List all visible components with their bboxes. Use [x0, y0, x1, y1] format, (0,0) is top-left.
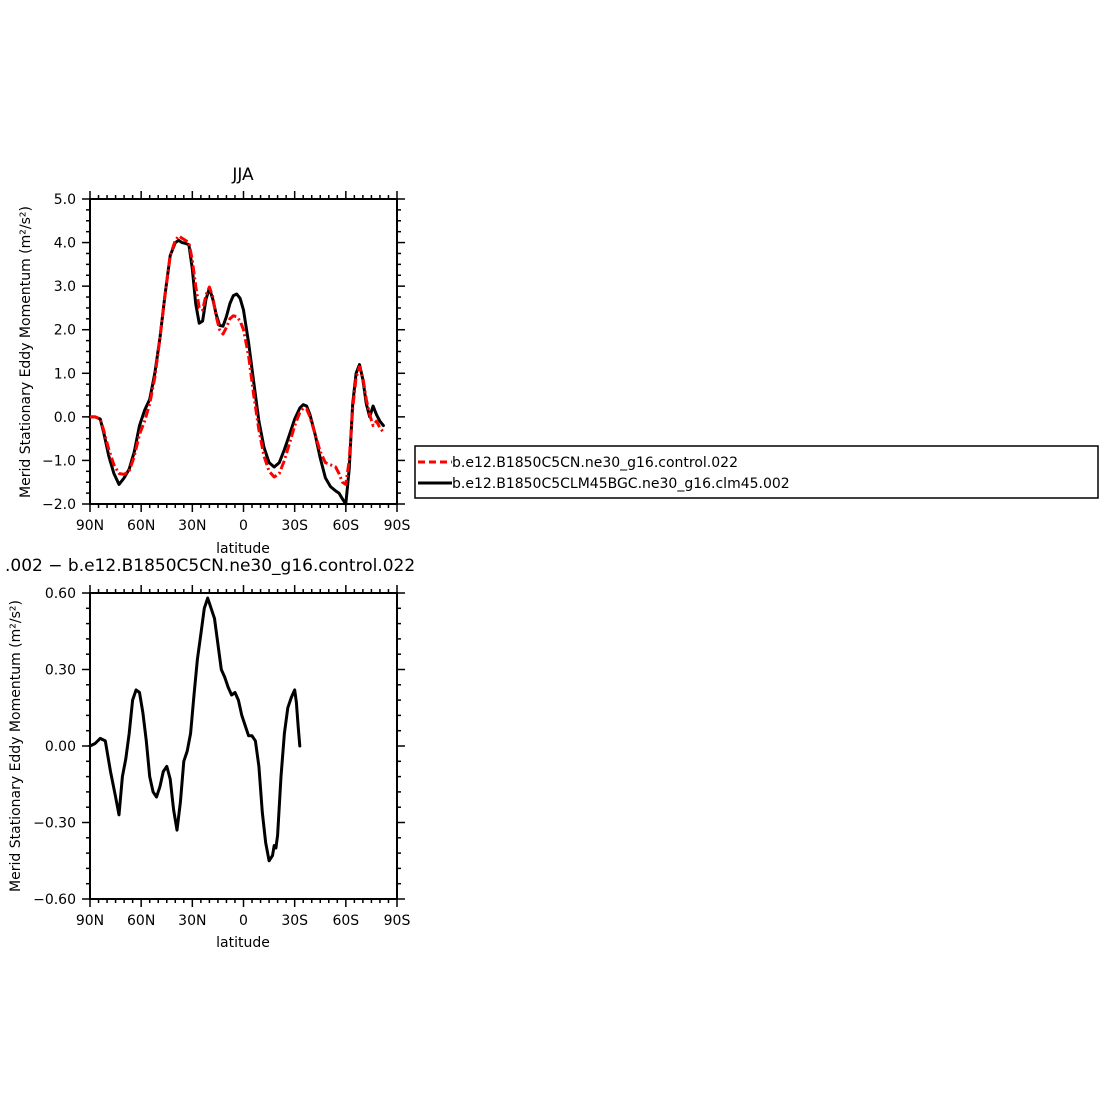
y-tick-label: 4.0: [54, 236, 76, 252]
legend-box: [414, 445, 1099, 499]
x-tick-label: 30S: [281, 913, 308, 929]
top-chart-xlabel: latitude: [216, 541, 270, 557]
y-tick-label: 0.0: [54, 410, 76, 426]
x-tick-label: 60N: [127, 518, 155, 534]
y-tick-label: 5.0: [54, 192, 76, 208]
bottom-chart-frame: [89, 592, 398, 900]
bottom-chart-series-layer: [88, 596, 302, 863]
bottom-chart-ticks: 90N 60N 30N 0 30S 60S 90S −0.60 −0.30 0.00 0.30 0.6…: [33, 585, 410, 929]
y-tick-label: 0.60: [45, 586, 76, 602]
x-tick-label: 60N: [127, 913, 155, 929]
legend: b.e12.B1850C5CN.ne30_g16.control.022 b.e…: [414, 445, 1099, 499]
x-tick-label: 90S: [384, 913, 411, 929]
y-tick-label: 0.30: [45, 663, 76, 679]
top-chart-series-line-1: [90, 234, 385, 486]
x-tick-label: 0: [239, 913, 248, 929]
bottom-chart-xlabel: latitude: [216, 935, 270, 951]
x-tick-label: 30S: [281, 518, 308, 534]
legend-label-clm45: b.e12.B1850C5CLM45BGC.ne30_g16.clm45.002: [452, 476, 790, 492]
y-tick-label: 2.0: [54, 323, 76, 339]
top-chart-series-line-2: [88, 238, 385, 506]
legend-label-control: b.e12.B1850C5CN.ne30_g16.control.022: [452, 455, 738, 471]
x-tick-label: 90S: [384, 518, 411, 534]
y-tick-label: −0.30: [33, 816, 76, 832]
y-tick-label: −1.0: [42, 453, 76, 469]
top-chart-panel: JJA 90N 60N 30N 0 30S 60S 90S −2.0 −1.0 0.0 1.0 2.0…: [18, 165, 410, 557]
y-tick-label: −0.60: [33, 892, 76, 908]
x-tick-label: 0: [239, 518, 248, 534]
x-tick-label: 60S: [332, 518, 359, 534]
bottom-chart-series-line-1: [88, 596, 302, 863]
x-tick-label: 60S: [332, 913, 359, 929]
y-tick-label: 3.0: [54, 279, 76, 295]
top-chart-ticks: 90N 60N 30N 0 30S 60S 90S −2.0 −1.0 0.0 1.0 2.0 3.0 4…: [42, 191, 410, 534]
y-tick-label: −2.0: [42, 497, 76, 513]
x-tick-label: 30N: [178, 518, 206, 534]
top-chart-ylabel: Merid Stationary Eddy Momentum (m²/s²): [18, 206, 34, 498]
top-chart-title: JJA: [231, 165, 254, 185]
top-chart-series-layer: [88, 234, 385, 506]
y-tick-label: 0.00: [45, 739, 76, 755]
x-tick-label: 30N: [178, 913, 206, 929]
bottom-chart-ylabel: Merid Stationary Eddy Momentum (m²/s²): [8, 600, 24, 892]
bottom-chart-title: .002 − b.e12.B1850C5CN.ne30_g16.control.…: [5, 556, 415, 576]
x-tick-label: 90N: [76, 913, 104, 929]
x-tick-label: 90N: [76, 518, 104, 534]
y-tick-label: 1.0: [54, 366, 76, 382]
bottom-chart-panel: .002 − b.e12.B1850C5CN.ne30_g16.control.…: [5, 556, 415, 951]
